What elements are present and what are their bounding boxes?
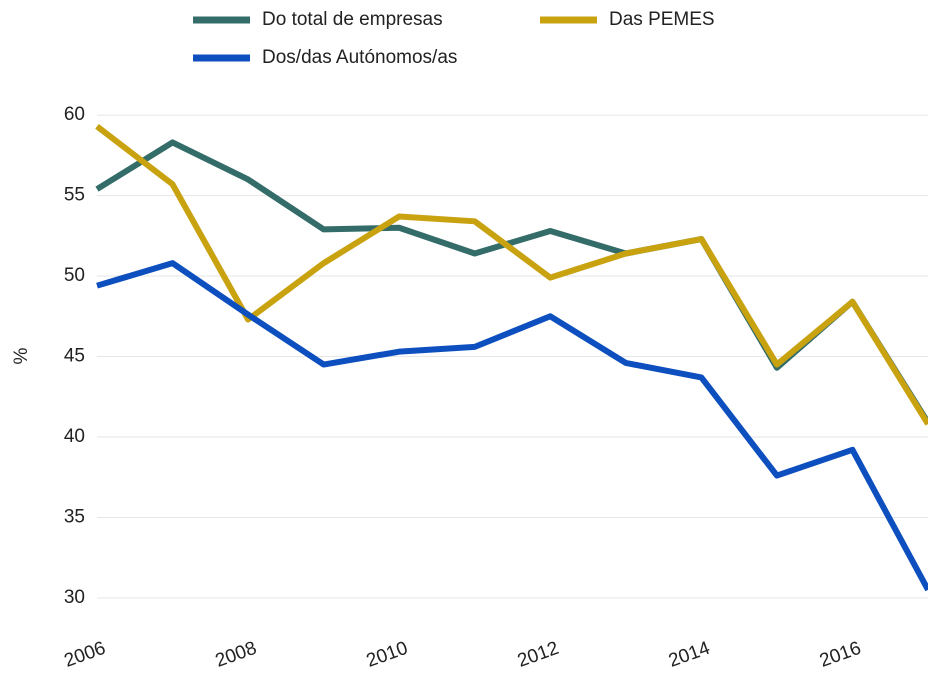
- legend-label: Das PEMES: [609, 9, 715, 30]
- series-line: [95, 123, 928, 426]
- x-tick-label: 2014: [666, 638, 713, 672]
- y-tick-label: 45: [64, 346, 85, 367]
- x-tick-label: 2006: [62, 638, 109, 672]
- series-line: [95, 139, 928, 425]
- x-tick-label: 2016: [817, 638, 864, 672]
- y-tick-label: 35: [64, 506, 85, 527]
- series-line: [96, 260, 928, 592]
- legend-label: Dos/das Autónomos/as: [262, 47, 457, 68]
- x-tick-label: 2010: [364, 638, 411, 672]
- x-tick-label: 2008: [213, 638, 260, 672]
- y-tick-label: 30: [64, 587, 85, 608]
- y-axis-label: %: [11, 347, 32, 364]
- y-tick-label: 55: [64, 185, 85, 206]
- y-tick-label: 50: [64, 265, 85, 286]
- y-tick-label: 60: [64, 104, 85, 125]
- legend-label: Do total de empresas: [262, 9, 443, 30]
- x-tick-label: 2012: [515, 638, 562, 672]
- y-tick-label: 40: [64, 426, 85, 447]
